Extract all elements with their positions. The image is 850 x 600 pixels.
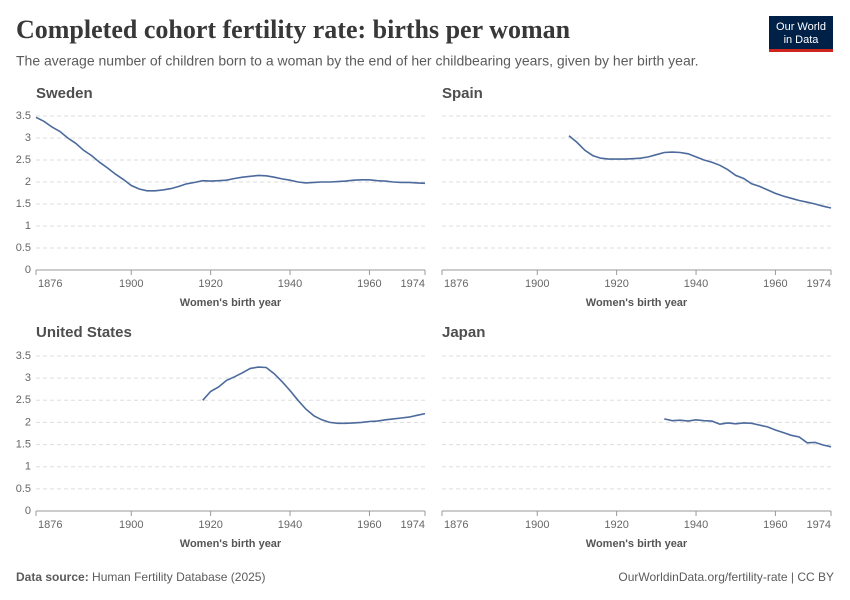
x-tick-label: 1940 — [278, 519, 302, 531]
y-tick-label: 0 — [25, 264, 31, 276]
logo-text: in Data — [784, 34, 820, 46]
y-tick-label: 2.5 — [16, 394, 31, 406]
x-tick-label: 1876 — [38, 519, 62, 531]
line — [568, 135, 832, 209]
y-tick-label: 1 — [25, 461, 31, 473]
panel-title: United States — [36, 324, 132, 341]
logo-text: Our World — [776, 21, 826, 33]
x-tick-label: 1960 — [357, 278, 381, 290]
line — [664, 418, 832, 448]
y-tick-label: 0.5 — [16, 242, 31, 254]
line — [35, 116, 426, 192]
chart-subtitle: The average number of children born to a… — [16, 53, 699, 69]
y-tick-label: 3 — [25, 132, 31, 144]
y-tick-label: 2 — [25, 416, 31, 428]
y-tick-label: 1.5 — [16, 438, 31, 450]
panel-title: Japan — [442, 324, 485, 341]
y-tick-label: 0.5 — [16, 483, 31, 495]
y-tick-label: 0 — [25, 505, 31, 517]
x-tick-label: 1920 — [604, 519, 628, 531]
panel-title: Spain — [442, 85, 483, 102]
x-tick-label: 1900 — [525, 519, 549, 531]
x-tick-label: 1876 — [444, 519, 468, 531]
x-tick-label: 1900 — [119, 278, 143, 290]
y-tick-label: 3.5 — [16, 350, 31, 362]
x-axis-label: Women's birth year — [180, 538, 282, 550]
line — [202, 366, 426, 425]
y-tick-label: 2 — [25, 176, 31, 188]
y-tick-label: 3 — [25, 372, 31, 384]
x-tick-label: 1876 — [38, 278, 62, 290]
logo-box — [769, 16, 833, 52]
source[interactable]: Human Fertility Database (2025) — [92, 570, 265, 584]
x-tick-label: 1940 — [684, 519, 708, 531]
x-tick-label: 1920 — [198, 519, 222, 531]
source-label: Data source: — [16, 570, 89, 584]
y-tick-label: 3.5 — [16, 110, 31, 122]
x-axis-label: Women's birth year — [180, 297, 282, 309]
x-tick-label: 1960 — [763, 278, 787, 290]
x-tick-label: 1876 — [444, 278, 468, 290]
footer-url[interactable]: OurWorldinData.org/fertility-rate | CC B… — [618, 570, 834, 584]
x-tick-label: 1974 — [401, 278, 425, 290]
x-tick-label: 1974 — [807, 278, 831, 290]
x-tick-label: 1974 — [401, 519, 425, 531]
footer-source: Data source: Human Fertility Database (2… — [16, 570, 265, 584]
logo[interactable]: Our World in Data — [769, 16, 833, 52]
x-tick-label: 1920 — [604, 278, 628, 290]
x-tick-label: 1900 — [119, 519, 143, 531]
y-tick-label: 1 — [25, 220, 31, 232]
logo-bar — [769, 49, 833, 52]
x-axis-label: Women's birth year — [586, 297, 688, 309]
y-tick-label: 2.5 — [16, 154, 31, 166]
y-tick-label: 1.5 — [16, 198, 31, 210]
x-axis-label: Women's birth year — [586, 538, 688, 550]
x-tick-label: 1974 — [807, 519, 831, 531]
x-tick-label: 1920 — [198, 278, 222, 290]
x-tick-label: 1960 — [357, 519, 381, 531]
x-tick-label: 1960 — [763, 519, 787, 531]
chart-title: Completed cohort fertility rate: births … — [16, 15, 571, 44]
x-tick-label: 1940 — [684, 278, 708, 290]
x-tick-label: 1900 — [525, 278, 549, 290]
panel-title: Sweden — [36, 85, 93, 102]
x-tick-label: 1940 — [278, 278, 302, 290]
